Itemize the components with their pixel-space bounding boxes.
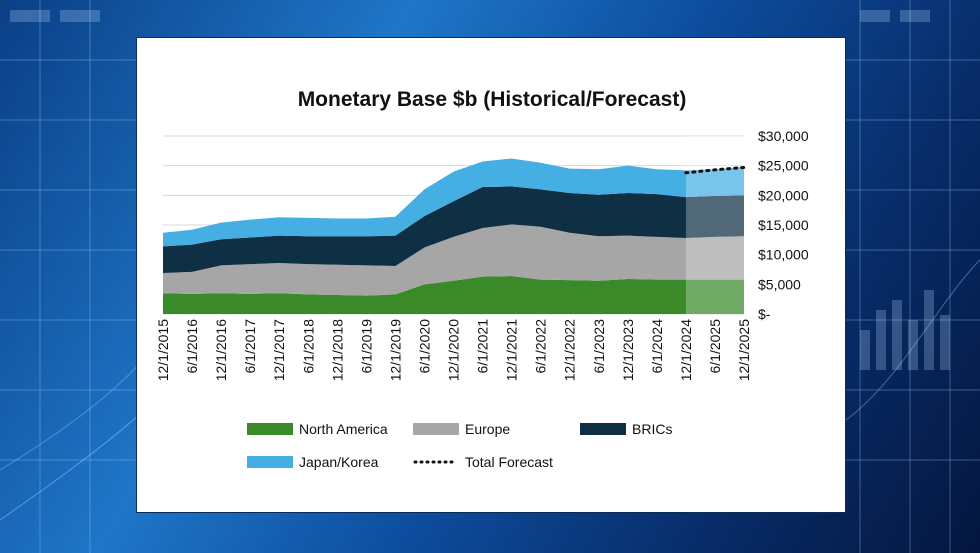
- x-tick-label: 6/1/2022: [533, 319, 549, 374]
- y-tick-label: $25,000: [758, 158, 809, 174]
- legend-label: BRICs: [632, 421, 672, 437]
- x-tick-label: 12/1/2015: [155, 319, 171, 381]
- x-tick-label: 12/1/2018: [329, 319, 345, 381]
- x-tick-label: 6/1/2024: [649, 319, 665, 374]
- legend-swatch: [247, 456, 293, 468]
- legend-swatch: [580, 423, 626, 435]
- legend-swatch: [247, 423, 293, 435]
- y-tick-label: $-: [758, 306, 771, 322]
- x-tick-label: 12/1/2023: [620, 319, 636, 381]
- legend-label: North America: [299, 421, 388, 437]
- x-tick-label: 6/1/2016: [184, 319, 200, 374]
- x-tick-label: 6/1/2018: [300, 319, 316, 374]
- forecast-shade: [685, 136, 744, 314]
- monetary-base-chart: Monetary Base $b (Historical/Forecast) $…: [155, 88, 809, 470]
- x-axis-ticks: 12/1/2015 6/1/2016 12/1/2016 6/1/2017 12/1/2…: [155, 319, 752, 382]
- area-europe: [163, 224, 744, 296]
- y-tick-label: $15,000: [758, 217, 809, 233]
- y-tick-label: $20,000: [758, 187, 809, 203]
- x-tick-label: 12/1/2024: [678, 319, 694, 381]
- x-tick-label: 12/1/2017: [271, 319, 287, 381]
- x-tick-label: 12/1/2021: [504, 319, 520, 381]
- x-tick-label: 12/1/2016: [213, 319, 229, 381]
- x-tick-label: 12/1/2019: [387, 319, 403, 381]
- y-tick-label: $10,000: [758, 247, 809, 263]
- x-tick-label: 6/1/2019: [358, 319, 374, 374]
- area-japan-korea: [163, 158, 744, 247]
- legend-label: Total Forecast: [465, 454, 553, 470]
- stacked-areas: [163, 158, 744, 314]
- x-tick-label: 6/1/2021: [475, 319, 491, 374]
- x-tick-label: 6/1/2017: [242, 319, 258, 374]
- y-tick-label: $5,000: [758, 276, 801, 292]
- legend-swatch: [413, 423, 459, 435]
- x-tick-label: 12/1/2025: [736, 319, 752, 381]
- x-tick-label: 12/1/2022: [562, 319, 578, 381]
- area-north-america: [163, 276, 744, 314]
- legend: North America Europe BRICs Japan/Korea Total…: [247, 421, 672, 470]
- chart-title: Monetary Base $b (Historical/Forecast): [298, 88, 687, 111]
- forecast-line: [684, 165, 746, 175]
- area-brics: [163, 186, 744, 274]
- x-tick-label: 6/1/2025: [707, 319, 723, 374]
- y-tick-label: $30,000: [758, 128, 809, 144]
- y-axis-ticks: $30,000 $25,000 $20,000 $15,000 $10,000 $5,00…: [758, 128, 809, 322]
- x-tick-label: 6/1/2023: [591, 319, 607, 374]
- legend-label: Europe: [465, 421, 510, 437]
- x-tick-label: 12/1/2020: [446, 319, 462, 381]
- legend-label: Japan/Korea: [299, 454, 379, 470]
- chart-card: Monetary Base $b (Historical/Forecast) $…: [136, 37, 846, 513]
- x-tick-label: 6/1/2020: [416, 319, 432, 374]
- total-forecast-line: [684, 165, 746, 175]
